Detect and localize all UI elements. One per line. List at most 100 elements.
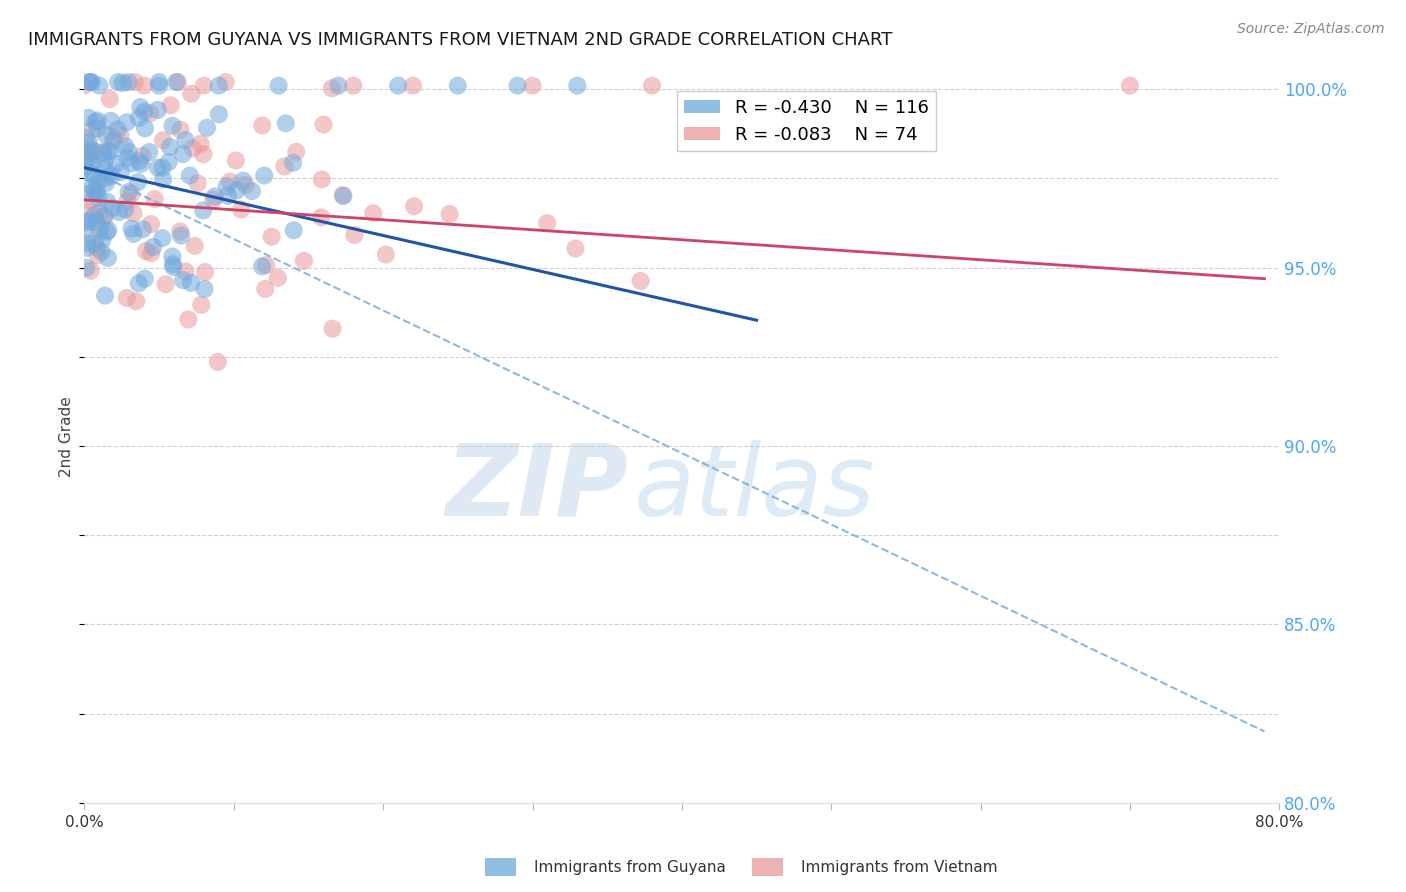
Point bbox=[309, 211, 332, 225]
Point bbox=[641, 78, 664, 93]
Point bbox=[80, 194, 103, 209]
Point bbox=[207, 355, 229, 369]
Point bbox=[274, 116, 297, 130]
Point bbox=[124, 75, 146, 89]
Point bbox=[107, 122, 129, 136]
Point bbox=[120, 156, 142, 170]
Point bbox=[121, 221, 143, 235]
Point bbox=[93, 211, 115, 225]
Text: Immigrants from Guyana: Immigrants from Guyana bbox=[534, 860, 725, 874]
Point bbox=[139, 217, 162, 231]
Point bbox=[179, 169, 201, 183]
Point bbox=[157, 155, 180, 169]
Point bbox=[79, 263, 101, 277]
Point bbox=[86, 240, 108, 254]
Point bbox=[89, 78, 111, 93]
Point bbox=[374, 247, 396, 261]
Point bbox=[152, 172, 174, 186]
Text: IMMIGRANTS FROM GUYANA VS IMMIGRANTS FROM VIETNAM 2ND GRADE CORRELATION CHART: IMMIGRANTS FROM GUYANA VS IMMIGRANTS FRO… bbox=[28, 31, 893, 49]
Point bbox=[240, 184, 263, 198]
Point bbox=[89, 205, 111, 219]
Point bbox=[252, 119, 274, 133]
Point bbox=[148, 78, 170, 93]
Point bbox=[522, 78, 544, 93]
Point bbox=[134, 104, 156, 119]
Point bbox=[103, 134, 125, 148]
Point bbox=[108, 205, 131, 219]
Point bbox=[204, 189, 226, 203]
Point bbox=[82, 156, 104, 170]
Point bbox=[194, 265, 217, 279]
Point bbox=[250, 260, 273, 274]
Point bbox=[87, 191, 110, 205]
Point bbox=[322, 321, 344, 335]
Point bbox=[77, 135, 100, 149]
Point bbox=[172, 273, 194, 287]
Point bbox=[162, 260, 184, 274]
Point bbox=[82, 168, 104, 182]
Point bbox=[94, 161, 117, 176]
Point bbox=[73, 223, 96, 237]
Point bbox=[332, 189, 354, 203]
Point bbox=[77, 111, 100, 125]
Point bbox=[107, 75, 129, 89]
Point bbox=[77, 152, 100, 166]
Point bbox=[75, 215, 97, 229]
Point bbox=[75, 161, 97, 175]
Point bbox=[202, 193, 225, 207]
Point bbox=[195, 120, 218, 135]
Point bbox=[254, 258, 277, 272]
Point bbox=[96, 225, 118, 239]
Point bbox=[93, 209, 115, 223]
Point bbox=[79, 141, 101, 155]
Point bbox=[312, 118, 335, 132]
Point bbox=[404, 199, 426, 213]
Point bbox=[267, 270, 290, 285]
Point bbox=[76, 144, 98, 158]
Point bbox=[183, 239, 205, 253]
Point bbox=[174, 133, 197, 147]
Point bbox=[104, 157, 127, 171]
Point bbox=[115, 291, 138, 305]
Y-axis label: 2nd Grade: 2nd Grade bbox=[59, 397, 75, 477]
Point bbox=[77, 186, 100, 201]
Point bbox=[75, 130, 97, 145]
Point bbox=[125, 294, 148, 309]
Point bbox=[94, 128, 117, 142]
Point bbox=[232, 174, 254, 188]
Point bbox=[1119, 78, 1142, 93]
Point bbox=[110, 165, 132, 179]
Point bbox=[127, 175, 149, 189]
Point bbox=[117, 194, 139, 208]
Point bbox=[260, 229, 283, 244]
Point bbox=[131, 149, 153, 163]
Point bbox=[122, 227, 145, 241]
Bar bbox=[752, 858, 783, 876]
Point bbox=[281, 156, 304, 170]
Point bbox=[80, 75, 103, 89]
Point bbox=[114, 139, 136, 153]
Point bbox=[97, 223, 120, 237]
Point bbox=[162, 250, 184, 264]
Point bbox=[128, 277, 150, 291]
Point bbox=[254, 282, 277, 296]
Point bbox=[82, 122, 104, 136]
Point bbox=[82, 144, 104, 158]
Point bbox=[134, 271, 156, 285]
Point bbox=[87, 224, 110, 238]
Point bbox=[75, 260, 97, 275]
Point bbox=[138, 145, 160, 159]
Point bbox=[177, 312, 200, 326]
Text: ZIP: ZIP bbox=[446, 440, 628, 537]
Point bbox=[273, 160, 295, 174]
Point bbox=[117, 151, 139, 165]
Point bbox=[117, 185, 139, 199]
Point bbox=[121, 186, 143, 201]
Point bbox=[131, 222, 153, 236]
Point bbox=[86, 215, 108, 229]
Point bbox=[193, 282, 215, 296]
Point bbox=[159, 98, 181, 112]
Point bbox=[86, 121, 108, 136]
Point bbox=[564, 242, 586, 256]
Point bbox=[97, 251, 120, 265]
